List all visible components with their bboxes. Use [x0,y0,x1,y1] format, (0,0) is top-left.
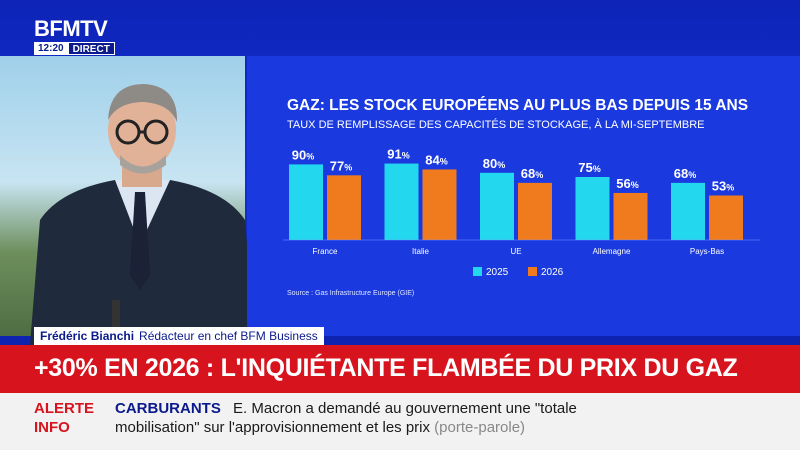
bar [289,164,323,240]
bar [709,195,743,240]
category-label: Allemagne [593,247,631,256]
bar [613,192,648,240]
alert-line-2: INFO [34,419,70,436]
presenter-figure [30,84,255,345]
headline-text: +30% EN 2026 : L'INQUIÉTANTE FLAMBÉE DU … [34,354,738,382]
guest-name: Frédéric Bianchi [40,329,135,343]
alert-info-label: ALERTE INFO [34,399,94,437]
category-label: UE [510,247,521,256]
data-label: 90% [292,147,314,162]
ticker-text-line-1: E. Macron a demandé au gouvernement une … [233,400,577,417]
bar [575,177,610,240]
ticker-text: E. Macron a demandé au gouvernement une … [115,399,703,437]
name-caption: Frédéric Bianchi Rédacteur en chef BFM B… [34,327,324,345]
legend-label: 2025 [486,267,509,278]
time-bar: 12:20 DIRECT [34,42,115,55]
ticker-attribution: (porte-parole) [434,419,526,436]
live-badge: DIRECT [67,42,115,55]
data-label: 68% [521,166,543,181]
legend-swatch [473,267,482,276]
category-label: France [313,247,338,256]
data-label: 53% [712,178,734,193]
data-label: 84% [425,152,447,167]
headline-banner [0,345,800,393]
chart-source: Source : Gas Infrastructure Europe (GIE) [287,290,415,297]
bar [671,182,705,240]
bar-chart: 90% 77% France 91% 84% Italie 80% 68% UE 75% 56% Al… [283,147,760,278]
data-label: 75% [578,160,600,175]
data-label: 77% [330,158,352,173]
guest-role: Rédacteur en chef BFM Business [139,329,318,343]
data-label: 80% [483,156,505,171]
category-label: Pays-Bas [690,247,724,256]
bar [518,182,552,240]
time-display: 12:20 [34,42,68,55]
bar [384,163,419,240]
channel-logo: BFMTV [34,16,108,41]
data-label: 91% [387,147,409,162]
bar [480,172,514,240]
chart-title: GAZ: LES STOCK EUROPÉENS AU PLUS BAS DEP… [287,97,749,114]
ticker-text-line-2: mobilisation" sur l'approvisionnement et… [115,419,430,436]
bar [327,175,361,240]
legend-swatch [528,267,537,276]
news-ticker [0,393,800,450]
data-label: 56% [616,176,638,191]
chart-subtitle: TAUX DE REMPLISSAGE DES CAPACITÉS DE STO… [287,119,705,131]
data-label: 68% [674,166,696,181]
category-label: Italie [412,247,429,256]
bar [422,169,457,240]
legend-label: 2026 [541,267,564,278]
ticker-topic: CARBURANTS [115,400,221,417]
alert-line-1: ALERTE [34,400,94,417]
